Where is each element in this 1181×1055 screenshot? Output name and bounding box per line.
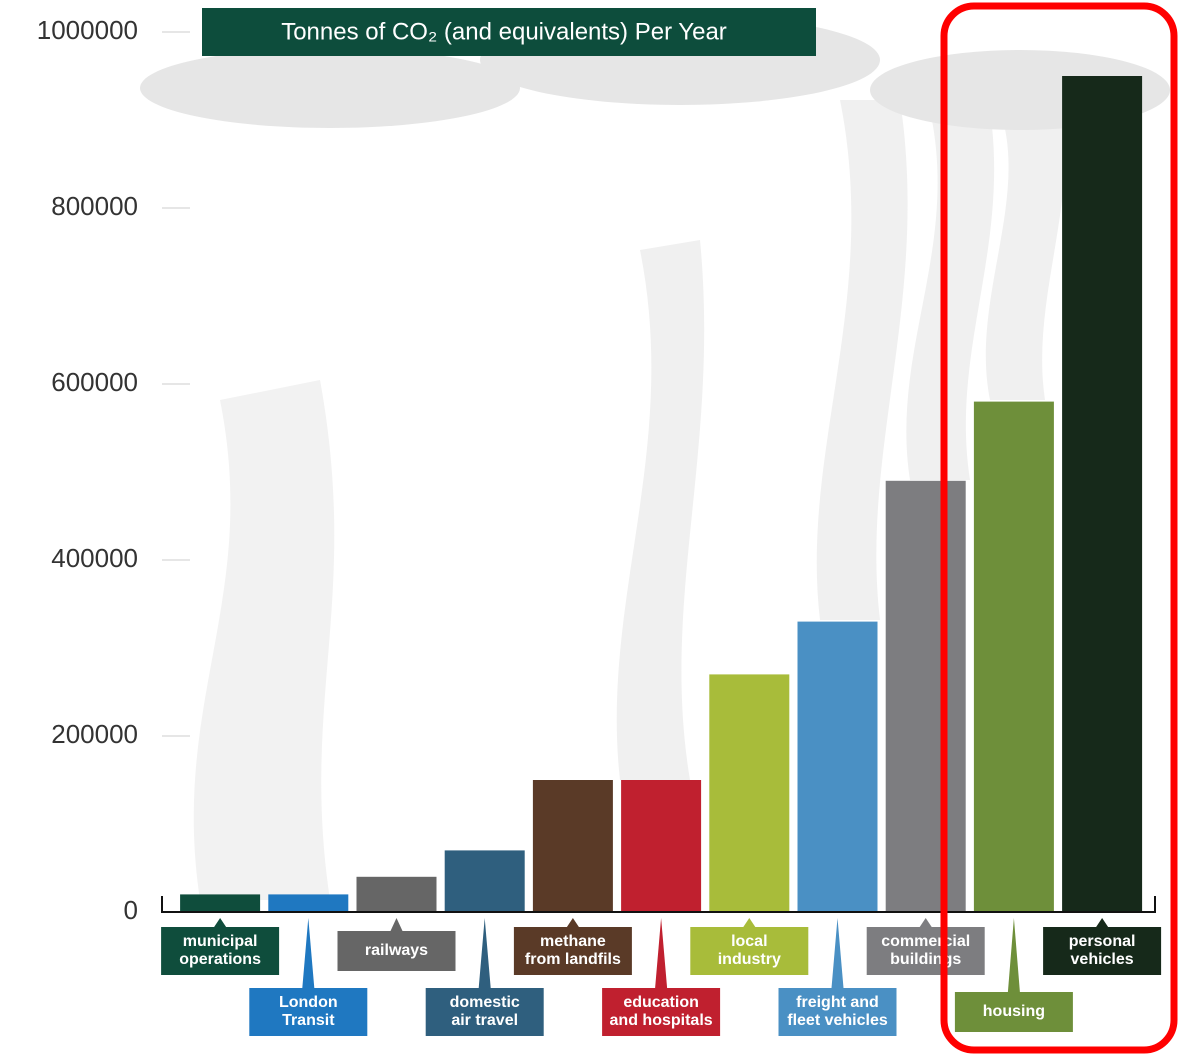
x-tick-label: railways	[365, 942, 428, 959]
bar	[621, 780, 701, 912]
label-pointer	[214, 918, 226, 927]
bar	[1062, 76, 1142, 912]
bar	[533, 780, 613, 912]
chart: Tonnes of CO₂ (and equivalents) Per Year…	[0, 0, 1181, 1055]
bar	[268, 894, 348, 912]
y-tick-label: 800000	[51, 191, 138, 221]
bar	[357, 877, 437, 912]
bar	[180, 894, 260, 912]
y-tick-label: 400000	[51, 543, 138, 573]
bar	[974, 402, 1054, 912]
x-tick-label: housing	[983, 1003, 1045, 1020]
label-pointer	[302, 918, 314, 988]
y-tick-label: 1000000	[37, 15, 138, 45]
label-pointer	[655, 918, 667, 988]
label-pointer	[743, 918, 755, 927]
label-pointer	[1096, 918, 1108, 927]
bar	[709, 674, 789, 912]
label-pointer	[567, 918, 579, 927]
bar	[798, 622, 878, 912]
bar	[445, 850, 525, 912]
label-pointer	[1008, 918, 1020, 992]
y-tick-label: 600000	[51, 367, 138, 397]
label-pointer	[391, 918, 403, 931]
y-tick-label: 200000	[51, 719, 138, 749]
label-pointer	[479, 918, 491, 988]
bar	[886, 481, 966, 912]
y-tick-label: 0	[124, 895, 138, 925]
label-pointer	[920, 918, 932, 927]
chart-title: Tonnes of CO₂ (and equivalents) Per Year	[281, 18, 727, 45]
label-pointer	[832, 918, 844, 988]
